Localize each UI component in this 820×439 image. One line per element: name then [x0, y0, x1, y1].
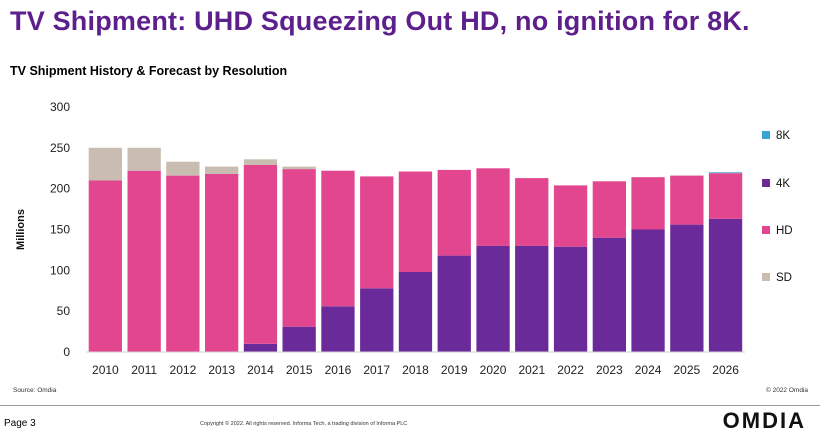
bar-4k-2017: [360, 288, 394, 352]
bar-sd-2011: [127, 147, 161, 171]
x-tick-label: 2019: [441, 363, 468, 377]
bar-hd-2015: [282, 169, 316, 327]
bar-8k-2026: [708, 172, 743, 174]
bar-4k-2018: [398, 272, 433, 352]
legend-swatch-sd: [762, 273, 770, 281]
legend-label-4k: 4K: [776, 178, 790, 190]
x-tick-label: 2022: [557, 363, 584, 377]
x-axis: 2010 2011 2012 2013 2014 2015 2016 2017 2018 2019…: [86, 351, 745, 377]
bar-4k-2020: [476, 245, 510, 352]
x-tick-label: 2024: [635, 363, 662, 377]
legend: 8K 4K HD SD: [762, 130, 793, 284]
bar-4k-2025: [670, 224, 704, 352]
y-tick-label: 0: [63, 345, 70, 359]
x-tick-label: 2025: [674, 363, 701, 377]
bar-hd-2019: [437, 169, 471, 256]
bar-4k-2016: [321, 306, 355, 352]
bar-hd-2017: [360, 176, 394, 289]
bar-hd-2016: [321, 170, 355, 307]
x-tick-label: 2010: [92, 363, 119, 377]
x-tick-label: 2015: [286, 363, 313, 377]
bar-sd-2012: [166, 161, 200, 176]
bar-hd-2022: [553, 185, 588, 247]
bar-4k-2022: [553, 246, 588, 352]
x-tick-label: 2017: [363, 363, 390, 377]
chart-copyright: © 2022 Omdia: [765, 387, 808, 394]
y-tick-label: 300: [50, 100, 70, 114]
y-tick-label: 100: [50, 263, 70, 277]
bar-hd-2021: [515, 178, 549, 246]
bar-4k-2021: [515, 245, 549, 352]
bar-4k-2024: [631, 229, 665, 352]
omdia-logo: OMDIA: [722, 408, 806, 433]
slide-title: TV Shipment: UHD Squeezing Out HD, no ig…: [10, 6, 750, 36]
bar-4k-2015: [282, 326, 316, 352]
bar-4k-2026: [708, 218, 743, 352]
x-tick-label: 2013: [208, 363, 235, 377]
bar-hd-2010: [88, 180, 122, 352]
bar-hd-2014: [243, 165, 278, 344]
bar-hd-2026: [708, 173, 743, 219]
y-axis: 0 50 100 150 200 250 300 Millions: [15, 100, 70, 359]
legend-swatch-hd: [762, 226, 770, 234]
legend-swatch-4k: [762, 179, 770, 187]
y-axis-label: Millions: [15, 209, 27, 250]
bar-sd-2013: [205, 166, 239, 174]
chart-title: TV Shipment History & Forecast by Resolu…: [10, 64, 288, 78]
bar-hd-2024: [631, 177, 665, 230]
bar-hd-2025: [670, 175, 704, 225]
x-tick-label: 2014: [247, 363, 274, 377]
x-tick-label: 2011: [131, 363, 157, 377]
bars-group: [88, 147, 743, 352]
x-tick-label: 2018: [402, 363, 429, 377]
x-tick-label: 2012: [170, 363, 197, 377]
legend-label-8k: 8K: [776, 130, 790, 142]
bar-4k-2014: [243, 343, 278, 352]
bar-hd-2013: [205, 174, 239, 352]
page-number: Page 3: [4, 418, 36, 429]
legend-swatch-8k: [762, 131, 770, 139]
x-tick-label: 2020: [480, 363, 507, 377]
x-tick-label: 2026: [712, 363, 739, 377]
footer-copyright: Copyright © 2022. All rights reserved. I…: [200, 421, 408, 427]
legend-label-hd: HD: [776, 225, 793, 237]
bar-sd-2014: [243, 159, 278, 165]
y-tick-label: 250: [50, 141, 70, 155]
footer-divider: [0, 405, 820, 406]
bar-4k-2023: [592, 237, 626, 352]
x-tick-label: 2021: [518, 363, 545, 377]
bar-sd-2010: [88, 147, 122, 181]
x-tick-label: 2016: [325, 363, 352, 377]
bar-hd-2020: [476, 168, 510, 246]
x-tick-label: 2023: [596, 363, 623, 377]
bar-4k-2019: [437, 255, 471, 352]
chart-source: Source: Omdia: [13, 387, 57, 394]
y-tick-label: 50: [57, 304, 71, 318]
y-tick-label: 150: [50, 223, 70, 237]
bar-hd-2011: [127, 170, 161, 352]
bar-hd-2012: [166, 175, 200, 352]
bar-hd-2018: [398, 171, 433, 272]
bar-sd-2015: [282, 166, 316, 170]
y-tick-label: 200: [50, 182, 70, 196]
legend-label-sd: SD: [776, 272, 792, 284]
bar-hd-2023: [592, 181, 626, 238]
